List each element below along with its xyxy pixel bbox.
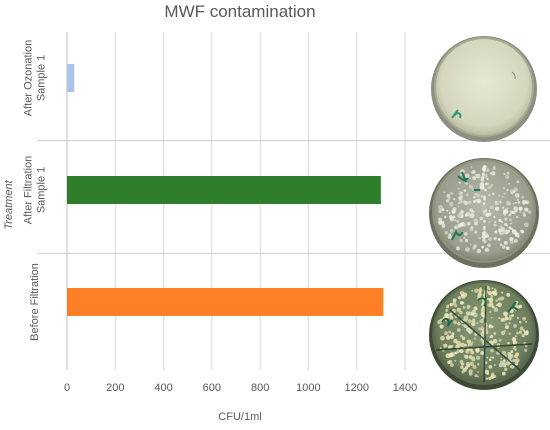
chart-title: MWF contamination (164, 2, 315, 21)
category-label-line: Before Filtration (29, 263, 41, 341)
category-label-line: Sample 1 (36, 167, 48, 213)
y-axis-title: Treatment (3, 179, 15, 229)
bar (67, 176, 381, 204)
category-label-line: Sample 1 (36, 55, 48, 101)
category-label: Before Filtration (29, 263, 41, 341)
x-tick-label: 1400 (393, 382, 417, 394)
bar (67, 64, 75, 92)
clean-petri-dish (431, 36, 537, 142)
category-label: After Ozonation Sample 1 (23, 40, 48, 116)
bars (67, 64, 384, 316)
category-label-line: After Ozonation (23, 40, 35, 116)
x-tick-label: 800 (251, 382, 269, 394)
x-tick-label: 1200 (344, 382, 368, 394)
x-tick-label: 1000 (296, 382, 320, 394)
heavily-contaminated-petri-dish (429, 280, 539, 390)
category-label-line: After Filtration (23, 156, 35, 224)
x-tick-label: 200 (106, 382, 124, 394)
x-tick-label: 0 (64, 382, 70, 394)
x-tick-labels: 0 200 400 600 800 1000 1200 1400 (64, 382, 417, 394)
bar (67, 288, 384, 316)
x-tick-label: 600 (203, 382, 221, 394)
category-label: After Filtration Sample 1 (23, 156, 48, 224)
x-tick-label: 400 (154, 382, 172, 394)
contaminated-petri-dish (429, 158, 539, 268)
x-axis-title: CFU/1ml (218, 411, 261, 423)
